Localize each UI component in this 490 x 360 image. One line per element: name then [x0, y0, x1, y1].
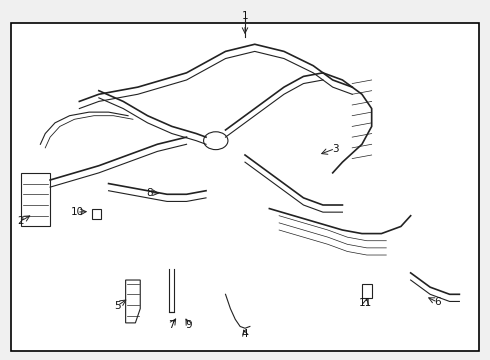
Text: 8: 8 [147, 188, 153, 198]
Text: 1: 1 [242, 11, 248, 21]
Text: 2: 2 [18, 216, 24, 226]
Text: 7: 7 [169, 320, 175, 330]
Text: 5: 5 [114, 301, 121, 311]
Text: 6: 6 [434, 297, 441, 307]
FancyBboxPatch shape [11, 23, 479, 351]
Text: 4: 4 [242, 329, 248, 339]
Text: 9: 9 [186, 320, 192, 330]
Text: 3: 3 [332, 144, 339, 154]
Text: 10: 10 [71, 207, 83, 217]
Text: 11: 11 [359, 298, 372, 308]
